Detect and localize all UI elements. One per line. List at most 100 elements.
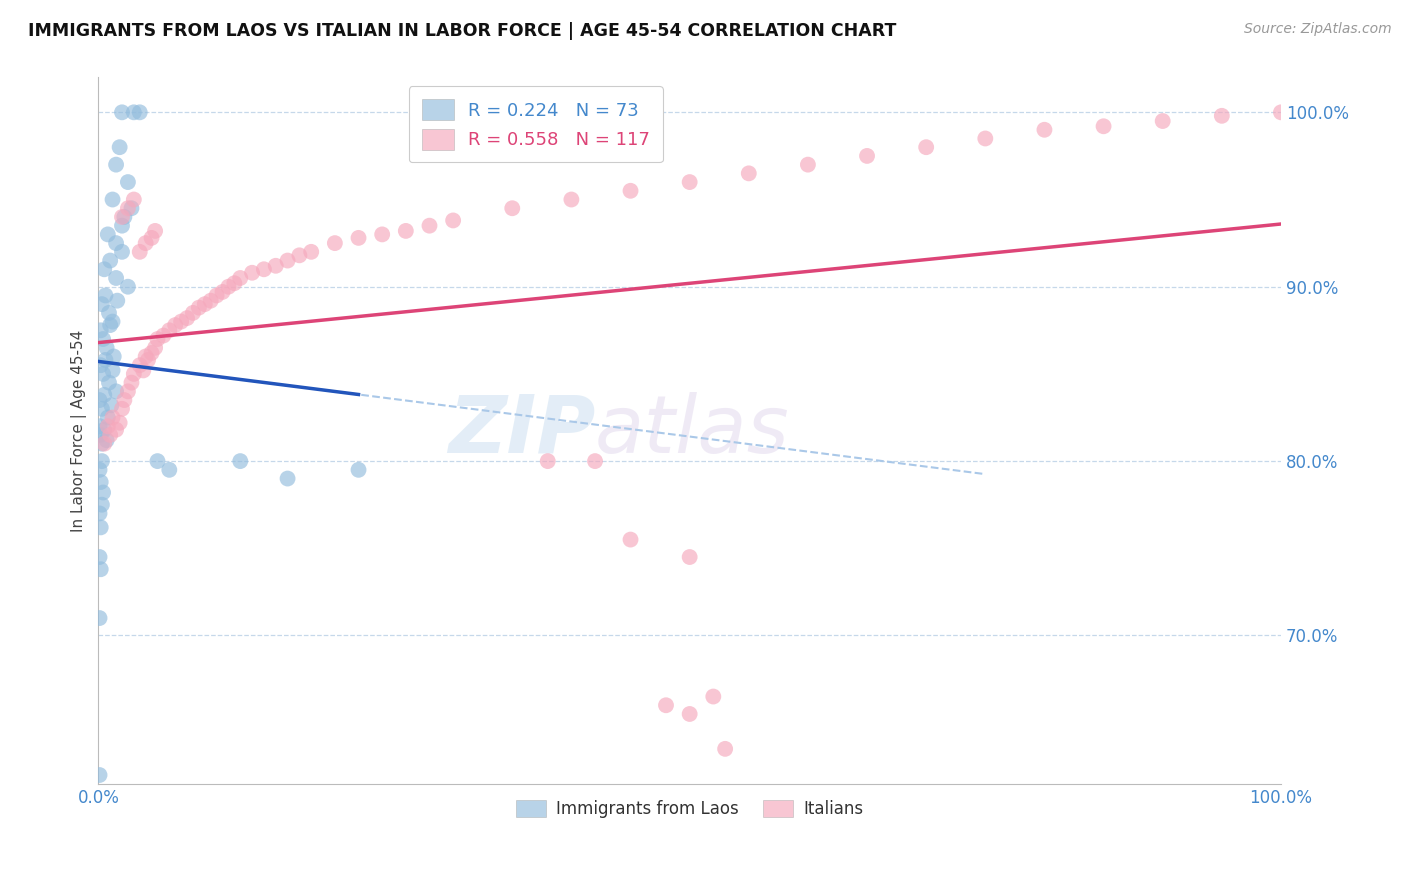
Point xyxy=(93,262,115,277)
Point xyxy=(128,105,150,120)
Point xyxy=(170,315,193,329)
Point xyxy=(108,140,131,154)
Point xyxy=(121,201,143,215)
Point xyxy=(560,193,582,207)
Point xyxy=(122,193,145,207)
Point xyxy=(181,306,204,320)
Point xyxy=(395,224,418,238)
Point xyxy=(111,210,134,224)
Point xyxy=(94,288,117,302)
Point xyxy=(157,323,180,337)
Point xyxy=(103,350,125,364)
Point xyxy=(105,293,128,308)
Point xyxy=(117,175,139,189)
Point xyxy=(217,279,239,293)
Point xyxy=(105,158,128,172)
Point xyxy=(583,454,606,468)
Point xyxy=(229,454,252,468)
Point xyxy=(200,293,222,308)
Text: ZIP: ZIP xyxy=(447,392,595,469)
Point xyxy=(111,401,134,416)
Point xyxy=(101,315,124,329)
Point xyxy=(90,436,112,450)
Point xyxy=(96,341,118,355)
Point xyxy=(679,549,702,564)
Point xyxy=(176,311,198,326)
Point xyxy=(277,253,299,268)
Point xyxy=(187,301,209,315)
Point xyxy=(111,105,134,120)
Point xyxy=(100,398,122,412)
Point xyxy=(1092,120,1115,134)
Point xyxy=(619,533,641,547)
Point xyxy=(146,454,169,468)
Point xyxy=(111,244,134,259)
Point xyxy=(93,388,115,402)
Point xyxy=(211,285,233,299)
Point xyxy=(537,454,560,468)
Point xyxy=(97,410,120,425)
Point xyxy=(108,416,131,430)
Point xyxy=(655,698,678,713)
Point xyxy=(97,227,120,242)
Point xyxy=(89,611,111,625)
Text: IMMIGRANTS FROM LAOS VS ITALIAN IN LABOR FORCE | AGE 45-54 CORRELATION CHART: IMMIGRANTS FROM LAOS VS ITALIAN IN LABOR… xyxy=(28,22,897,40)
Point xyxy=(135,350,157,364)
Point xyxy=(143,224,166,238)
Point xyxy=(974,131,997,145)
Point xyxy=(117,201,139,215)
Point xyxy=(96,433,118,447)
Point xyxy=(105,384,128,399)
Point xyxy=(141,346,163,360)
Point xyxy=(714,742,737,756)
Point xyxy=(205,288,228,302)
Point xyxy=(915,140,938,154)
Point xyxy=(121,376,143,390)
Point xyxy=(347,463,370,477)
Point xyxy=(90,520,112,534)
Point xyxy=(117,384,139,399)
Point xyxy=(90,428,112,442)
Point xyxy=(89,463,111,477)
Point xyxy=(738,166,761,180)
Point xyxy=(141,231,163,245)
Point xyxy=(253,262,276,277)
Point xyxy=(90,475,112,489)
Point xyxy=(1033,122,1056,136)
Point xyxy=(101,363,124,377)
Point xyxy=(105,236,128,251)
Point xyxy=(98,318,121,332)
Point xyxy=(277,471,299,485)
Point xyxy=(157,463,180,477)
Point xyxy=(152,328,174,343)
Point xyxy=(441,213,464,227)
Point xyxy=(679,706,702,721)
Point xyxy=(299,244,322,259)
Point xyxy=(105,271,128,285)
Point xyxy=(97,419,120,434)
Point xyxy=(501,201,523,215)
Point xyxy=(1152,114,1174,128)
Point xyxy=(122,105,145,120)
Point xyxy=(347,231,370,245)
Point xyxy=(143,341,166,355)
Point xyxy=(371,227,394,242)
Point xyxy=(1270,105,1292,120)
Point xyxy=(112,210,135,224)
Point xyxy=(94,353,117,368)
Point xyxy=(93,423,115,437)
Point xyxy=(91,485,114,500)
Point xyxy=(101,193,124,207)
Point xyxy=(797,158,820,172)
Point xyxy=(89,393,111,408)
Point xyxy=(240,266,263,280)
Point xyxy=(619,184,641,198)
Point xyxy=(112,393,135,408)
Point xyxy=(98,306,121,320)
Point xyxy=(323,236,346,251)
Point xyxy=(679,175,702,189)
Point xyxy=(418,219,440,233)
Point xyxy=(135,236,157,251)
Point xyxy=(90,498,112,512)
Point xyxy=(111,219,134,233)
